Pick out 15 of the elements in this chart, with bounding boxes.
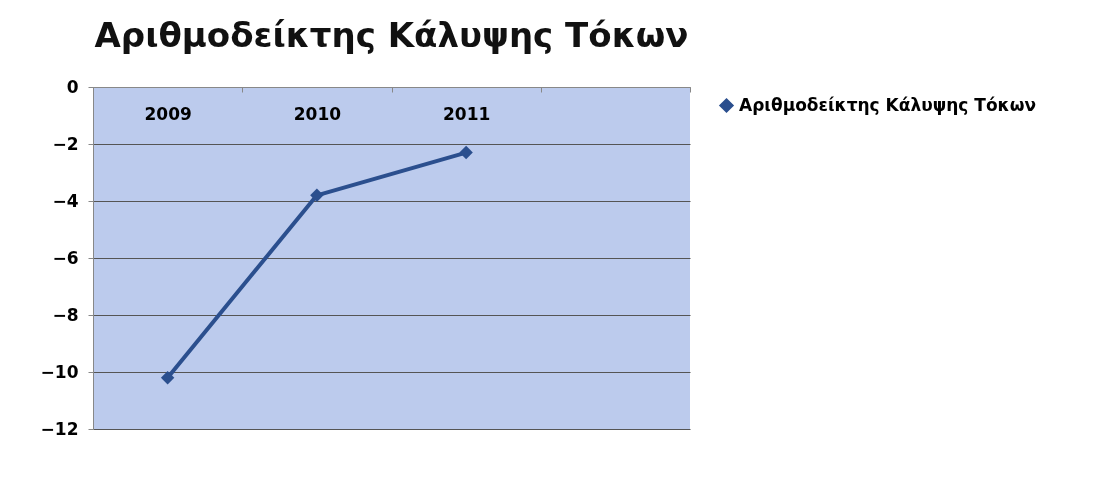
y-tick-label: −8 xyxy=(52,304,79,325)
chart-title: Αριθμοδείκτης Κάλυψης Τόκων xyxy=(94,15,689,55)
point xyxy=(160,370,175,385)
legend-label: Αριθμοδείκτης Κάλυψης Τόκων xyxy=(739,94,1037,115)
y-tick-label: 0 xyxy=(66,76,79,97)
y-tick-label: −6 xyxy=(52,247,79,268)
point xyxy=(459,145,473,160)
x-tick-label: 2011 xyxy=(442,103,491,124)
y-tick-label: −4 xyxy=(52,190,79,211)
y-tick-label: −12 xyxy=(40,418,79,439)
y-tick-label: −10 xyxy=(40,361,79,382)
x-tick-label: 2010 xyxy=(293,103,342,124)
y-tick-label: −2 xyxy=(52,133,79,154)
x-tick-label: 2009 xyxy=(144,103,192,124)
point xyxy=(310,188,324,203)
